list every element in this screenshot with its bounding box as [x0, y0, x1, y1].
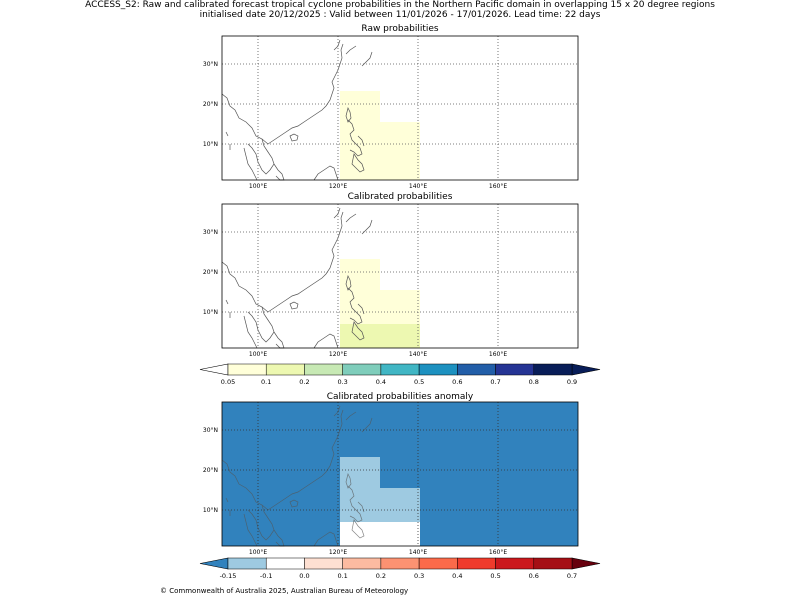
lon-tick-label: 140°E — [409, 549, 427, 556]
region-cell — [340, 324, 420, 348]
colorbar-swatch — [495, 557, 535, 570]
colorbar-probabilities: 0.05 0.1 0.2 0.3 0.4 0.5 0.6 0.7 0.8 0.9 — [199, 363, 601, 386]
colorbar-tick-label: 0.5 — [490, 572, 500, 580]
colorbar-swatch — [418, 363, 458, 376]
colorbar-swatch — [342, 557, 382, 570]
map-frame — [221, 203, 579, 349]
panel-title-anomaly: Calibrated probabilities anomaly — [326, 392, 474, 402]
colorbar-swatch — [227, 557, 267, 570]
colorbar-tick-label: 0.4 — [452, 572, 462, 580]
region-cell — [340, 122, 420, 180]
colorbar-swatch — [457, 557, 496, 570]
map-panel-raw — [221, 35, 579, 181]
gridlines — [222, 204, 578, 348]
colorbar-swatch — [495, 363, 535, 376]
lon-tick-label: 140°E — [409, 351, 427, 358]
map-frame — [221, 35, 579, 181]
colorbar-tick-label: 0.3 — [414, 572, 424, 580]
colorbar-over-extend — [571, 557, 601, 570]
gridlines — [222, 402, 578, 546]
copyright-footer: © Commonwealth of Australia 2025, Austra… — [160, 587, 409, 595]
lat-tick-label: 10°N — [203, 309, 218, 316]
lat-tick-label: 30°N — [203, 229, 218, 236]
chart-title-line-1: ACCESS_S2: Raw and calibrated forecast t… — [85, 0, 715, 10]
colorbar-swatch — [380, 557, 420, 570]
gridlines — [222, 36, 578, 180]
chart-title-line-2: initialised date 20/12/2025 : Valid betw… — [199, 10, 601, 20]
colorbar-tick-label: 0.9 — [567, 378, 577, 386]
colorbar-tick-label: 0.3 — [337, 378, 347, 386]
colorbar-over-extend — [571, 363, 601, 376]
colorbar-tick-label: 0.6 — [529, 572, 539, 580]
lat-tick-label: 30°N — [203, 61, 218, 68]
lon-tick-label: 140°E — [409, 183, 427, 190]
colorbar-swatch — [342, 363, 382, 376]
lon-tick-label: 120°E — [329, 351, 347, 358]
lon-tick-label: 160°E — [489, 549, 507, 556]
lat-tick-label: 10°N — [203, 507, 218, 514]
colorbar-under-extend — [199, 363, 229, 376]
colorbar-tick-label: 0.0 — [299, 572, 309, 580]
colorbar-tick-label: 0.1 — [337, 572, 347, 580]
lat-tick-label: 20°N — [203, 269, 218, 276]
colorbar-tick-label: 0.05 — [221, 378, 235, 386]
colorbar-swatch — [457, 363, 496, 376]
lon-tick-label: 160°E — [489, 183, 507, 190]
colorbar-swatch — [304, 557, 343, 570]
colorbar-under-extend — [199, 557, 229, 570]
lon-tick-label: 100°E — [249, 351, 267, 358]
colorbar-swatch — [533, 557, 573, 570]
map-panel-anomaly — [221, 401, 579, 547]
lat-tick-label: 20°N — [203, 467, 218, 474]
colorbar-tick-label: 0.7 — [567, 572, 577, 580]
lat-tick-label: 10°N — [203, 141, 218, 148]
lat-tick-label: 20°N — [203, 101, 218, 108]
region-cell — [340, 522, 420, 546]
colorbar-tick-label: 0.1 — [261, 378, 271, 386]
colorbar-swatch — [418, 557, 458, 570]
colorbar-swatch — [380, 363, 420, 376]
colorbar-swatch — [533, 363, 573, 376]
colorbar-tick-label: 0.6 — [452, 378, 462, 386]
colorbar-tick-label: 0.4 — [376, 378, 386, 386]
lon-tick-label: 120°E — [329, 549, 347, 556]
colorbar-tick-label: 0.8 — [529, 378, 539, 386]
colorbar-tick-label: -0.1 — [260, 572, 273, 580]
colorbar-swatch — [227, 363, 267, 376]
panel-title-calibrated: Calibrated probabilities — [347, 192, 453, 202]
lon-tick-label: 100°E — [249, 183, 267, 190]
colorbar-tick-label: 0.7 — [490, 378, 500, 386]
colorbar-swatch — [265, 557, 305, 570]
colorbar-tick-label: 0.2 — [376, 572, 386, 580]
lon-tick-label: 160°E — [489, 351, 507, 358]
colorbar-tick-label: -0.15 — [220, 572, 237, 580]
lon-tick-label: 100°E — [249, 549, 267, 556]
colorbar-anomaly: -0.15 -0.1 0.0 0.1 0.2 0.3 0.4 0.5 0.6 0.7 — [199, 557, 601, 580]
panel-title-raw: Raw probabilities — [361, 24, 439, 34]
map-panel-calibrated — [221, 203, 579, 349]
lat-tick-label: 30°N — [203, 427, 218, 434]
map-frame — [221, 401, 579, 547]
lon-tick-label: 120°E — [329, 183, 347, 190]
colorbar-swatch — [265, 363, 305, 376]
colorbar-tick-label: 0.5 — [414, 378, 424, 386]
colorbar-tick-label: 0.2 — [299, 378, 309, 386]
colorbar-swatch — [304, 363, 343, 376]
